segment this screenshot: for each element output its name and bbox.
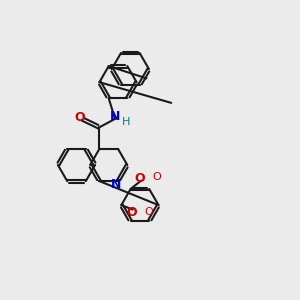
Text: N: N <box>110 110 120 123</box>
Text: H: H <box>122 118 130 128</box>
Text: O: O <box>74 111 85 124</box>
Text: O: O <box>152 172 161 182</box>
Text: O: O <box>127 206 137 218</box>
Text: N: N <box>111 178 122 191</box>
Text: O: O <box>144 207 153 217</box>
Text: O: O <box>135 172 145 185</box>
